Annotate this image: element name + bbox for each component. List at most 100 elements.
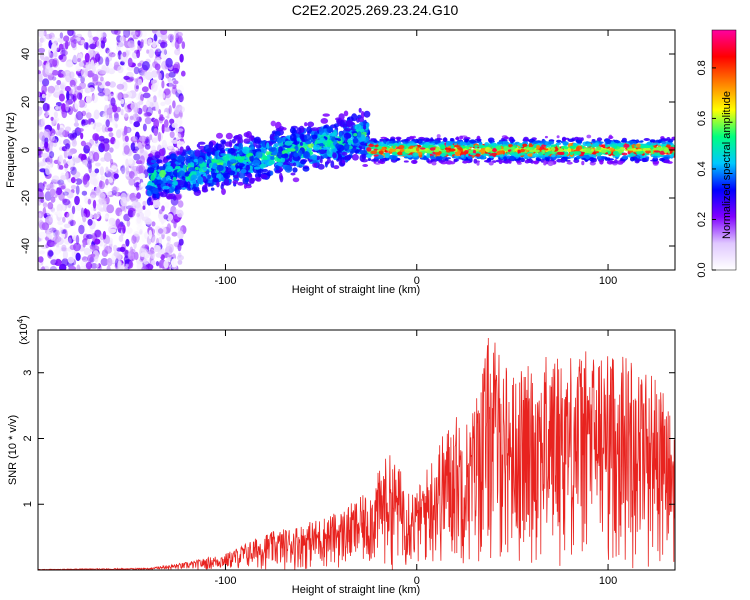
spectrogram-cell [127,128,131,133]
spectrogram-cell [72,95,76,102]
spectrogram-cell [105,235,110,244]
spectrogram-cell [43,128,51,138]
spectrogram-cell [117,147,122,158]
spectrogram-cell [392,140,398,143]
spectrogram-cell [246,173,253,178]
spectrogram-cell [108,177,114,183]
spectrogram-cell [57,37,65,43]
spectrogram-cell [49,151,55,159]
spectrogram-cell [178,116,184,121]
spectrogram-cell [262,168,268,173]
spectrogram-cell [149,134,153,141]
spectrogram-cell [171,231,178,237]
spectrogram-cell [438,160,444,163]
spectrogram-cell [96,39,102,49]
spectrogram-cell [551,154,556,158]
spectrogram-cell [483,153,490,156]
spectrogram-cell [561,136,567,142]
spectrogram-cell [227,167,232,173]
spectrogram-cell [176,31,183,38]
spectrogram-cell [148,48,155,59]
spectrogram-cell [503,156,507,162]
spectrogram-cell [474,144,478,149]
spectrogram-cell [152,41,157,48]
spectrogram-cell [614,159,618,164]
spectrogram-cell [435,156,441,161]
spectrogram-cell [118,235,124,242]
spectrogram-cell [73,122,79,127]
spectrogram-cell [139,145,144,154]
spectrogram-cell [83,42,89,50]
spectrogram-cell [90,194,96,200]
spectrogram-cell [608,147,615,151]
spectrogram-cell [153,95,157,103]
spectrogram-cell [57,220,64,226]
spectrogram-cell [177,131,184,139]
spectrogram-cell [389,148,393,153]
spectrogram-cell [134,251,139,261]
spectrogram-cell [96,263,100,268]
spectrogram-cell [572,142,577,147]
spectrogram-cell [216,164,224,172]
spectrogram-panel: -100 0 100 -40 -20 0 20 40 Height of straight … [5,29,676,296]
spectrogram-cell [403,160,409,163]
spectrogram-cell [148,229,153,240]
spectrogram-cell [90,253,96,258]
spectrogram-cell [58,182,66,188]
spectrogram-cell [596,137,603,142]
spectrogram-cell [104,126,110,133]
spectrogram-cell [81,190,88,196]
spectrogram-cell [60,185,66,190]
x-tick-label: 100 [599,275,617,287]
spectrogram-cell [47,91,52,97]
spectrogram-cell [635,143,641,148]
spectrogram-cell [55,104,59,111]
spectrogram-cell [157,131,162,142]
spectrogram-cell [580,151,585,155]
spectrogram-cell [133,240,137,250]
spectrogram-cell [47,85,56,94]
spectrogram-cell [134,82,140,92]
spectrogram-cell [105,47,110,54]
spectrogram-cell [50,259,58,266]
spectrogram-cell [48,213,54,223]
spectrogram-cell [88,87,95,93]
spectrogram-cell [194,182,200,188]
spectrogram-cell [142,200,147,207]
spectrogram-cell [71,85,76,94]
spectrogram-cell [124,113,129,121]
spectrogram-cell [240,168,247,174]
spectrogram-cell [94,255,99,263]
spectrogram-cell [133,146,140,151]
x-tick-label: -100 [214,275,236,287]
spectrogram-cell [326,148,333,157]
spectrogram-cell [92,199,97,209]
x-tick-label: 100 [599,575,617,587]
spectrogram-cell [412,160,417,164]
spectrogram-cell [302,166,310,172]
snr-y-ticks: 1 2 3 [22,370,675,507]
spectrogram-cell [41,265,46,270]
spectrogram-cell [621,139,627,143]
spectrogram-cell [274,143,280,147]
spectrogram-cell [284,140,293,146]
spectrogram-cell [95,162,101,167]
spectrogram-cell [44,141,49,149]
spectrogram-cell [253,166,261,170]
spectrogram-cell [445,140,453,146]
spectrogram-cell [279,172,283,181]
spectrogram-cell [82,241,86,248]
y-tick-label: 0 [20,147,32,153]
spectrogram-cell [171,86,178,95]
spectrogram-cell [158,36,162,44]
spectrogram-cell [174,30,179,39]
spectrogram-cell [495,145,502,150]
spectrogram-cell [167,252,173,261]
spectrogram-cell [459,135,464,140]
spectrogram-cell [453,144,460,148]
spectrogram-cell [59,263,67,270]
spectrogram-cell [164,88,172,99]
spectrogram-cell [83,145,90,154]
spectrogram-cell [143,258,150,265]
spectrogram-cell [238,142,243,150]
